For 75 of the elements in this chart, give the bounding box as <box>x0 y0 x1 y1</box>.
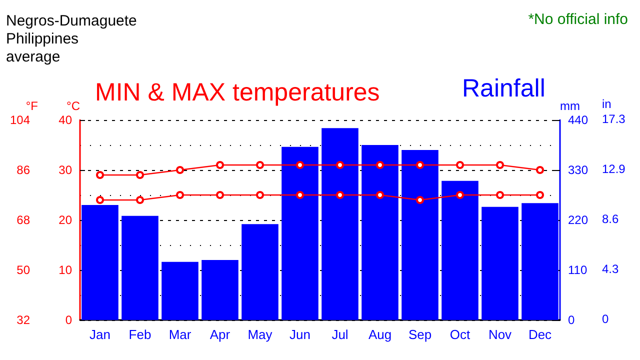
y-tick-label: 40 <box>58 113 72 127</box>
y3-axis-title: °F <box>26 99 38 113</box>
x-tick-label: Apr <box>210 327 231 342</box>
bar <box>282 146 318 320</box>
chart-subtitle: Negros-Dumaguete Philippines average <box>6 12 137 66</box>
bar <box>242 224 278 320</box>
y2-tick-label: 440 <box>568 113 588 127</box>
bar <box>442 180 478 320</box>
point <box>96 171 104 179</box>
x-tick-label: May <box>248 327 273 342</box>
x-tick-label: Oct <box>450 327 470 342</box>
bar <box>82 205 118 320</box>
text: 12.9 <box>602 162 626 176</box>
point <box>336 161 344 169</box>
bar <box>482 206 518 320</box>
point <box>536 191 544 199</box>
text: *No official info <box>528 11 628 28</box>
point <box>96 196 104 204</box>
bar <box>362 145 398 320</box>
point <box>336 191 344 199</box>
point <box>176 191 184 199</box>
text: 4.3 <box>602 262 620 276</box>
y-tick-label: 30 <box>58 163 72 177</box>
bar <box>322 128 358 320</box>
y-tick-label: 10 <box>58 263 72 277</box>
bar <box>202 260 238 320</box>
point <box>536 166 544 174</box>
y2-tick-label: 110 <box>568 263 588 277</box>
text: Rainfall <box>462 74 546 102</box>
chart-title: MIN & MAX temperatures <box>95 78 380 106</box>
y3-tick-label: 50 <box>16 263 30 277</box>
point <box>136 196 144 204</box>
y3-tick-label: 104 <box>10 113 30 127</box>
bar <box>162 262 198 320</box>
x-tick-label: Jan <box>90 327 110 342</box>
x-tick-label: Jun <box>290 327 310 342</box>
y2-tick-label: 330 <box>568 163 588 177</box>
bar <box>402 150 438 320</box>
y3-tick-label: 32 <box>16 313 30 327</box>
point <box>416 161 424 169</box>
point <box>256 191 264 199</box>
bar <box>122 216 158 320</box>
point <box>216 161 224 169</box>
text: 0 <box>602 312 609 326</box>
y2-axis-title: mm <box>560 99 580 113</box>
x-tick-label: Mar <box>168 327 192 342</box>
point <box>296 161 304 169</box>
x-tick-label: Dec <box>528 327 552 342</box>
point <box>256 161 264 169</box>
y-axis-title: °C <box>66 99 80 113</box>
point <box>376 191 384 199</box>
y-tick-label: 20 <box>58 213 72 227</box>
point <box>176 166 184 174</box>
point <box>496 191 504 199</box>
text: in <box>602 97 612 111</box>
y2-tick-label: 220 <box>568 213 588 227</box>
y3-tick-label: 86 <box>16 163 30 177</box>
point <box>496 161 504 169</box>
x-tick-label: Nov <box>488 327 512 342</box>
y-tick-label: 0 <box>65 313 72 327</box>
point <box>456 161 464 169</box>
point <box>136 171 144 179</box>
x-tick-label: Feb <box>128 327 152 342</box>
x-tick-label: Aug <box>368 327 392 342</box>
point <box>296 191 304 199</box>
point <box>416 196 424 204</box>
y2-tick-label: 0 <box>568 313 575 327</box>
point <box>376 161 384 169</box>
point <box>216 191 224 199</box>
y3-tick-label: 68 <box>16 213 30 227</box>
x-tick-label: Sep <box>408 327 432 342</box>
x-tick-label: Jul <box>332 327 348 342</box>
text: 17.3 <box>602 112 626 126</box>
point <box>456 191 464 199</box>
text: 8.6 <box>602 212 620 226</box>
